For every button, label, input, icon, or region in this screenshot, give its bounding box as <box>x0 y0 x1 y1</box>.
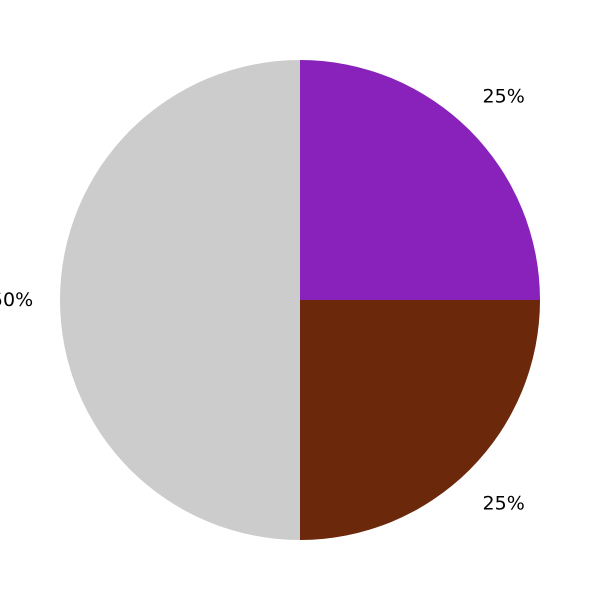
pie-slices <box>60 60 540 540</box>
pie-slice <box>300 60 540 300</box>
pie-slice <box>300 300 540 540</box>
slice-label: 50% <box>0 289 33 311</box>
slice-label: 25% <box>483 85 525 107</box>
slice-label: 25% <box>483 493 525 515</box>
pie-slice <box>60 60 300 540</box>
pie-labels: 25% 25% 50% <box>0 85 525 514</box>
